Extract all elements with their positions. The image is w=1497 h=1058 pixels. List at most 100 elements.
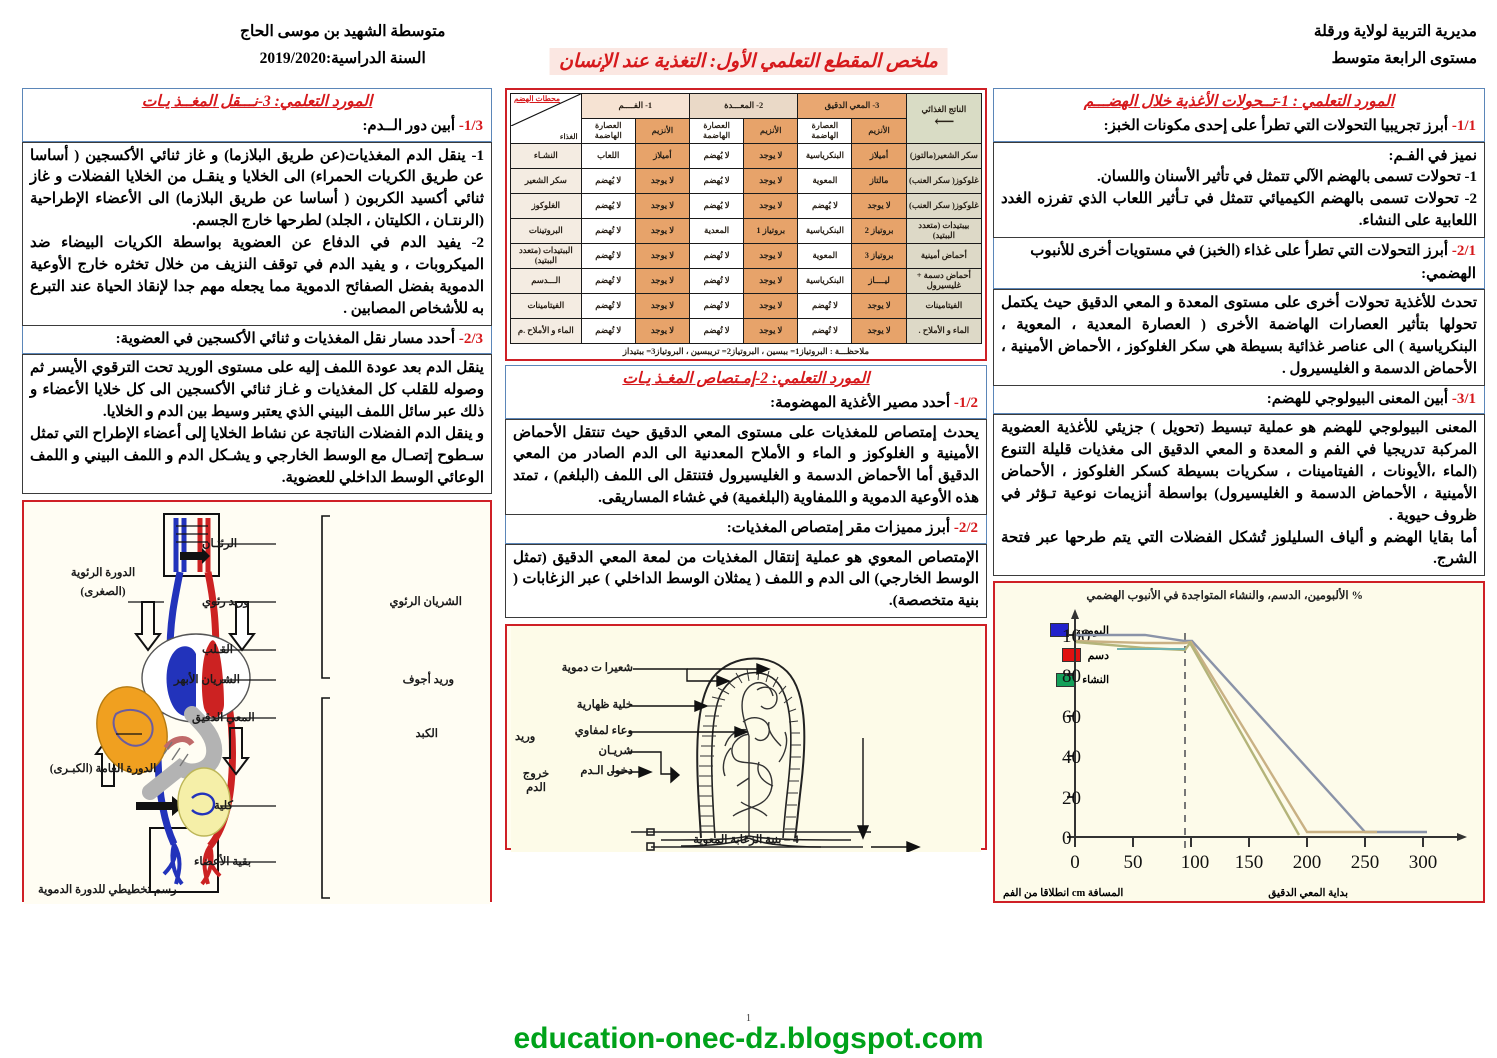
cell-enzyme-stomach: لا يوجد	[743, 268, 799, 294]
answer-line: 1- ينقل الدم المغذيات(عن طريق البلازما) …	[30, 147, 484, 230]
answer-line: 2- تحولات تسمى بالهضم الكيميائي تتمثل في…	[1001, 191, 1477, 230]
legend-label: البومين	[1076, 624, 1109, 637]
th-result: الناتج الغذائي ⟵	[905, 93, 983, 144]
q-number: 2/3-	[458, 330, 483, 347]
th-juice-intestine: العصارة الهاضمة	[797, 118, 853, 144]
answer-line: نميز في الفـم:	[1388, 147, 1477, 164]
resource2-answer-2: الإمتصاص المعوي هو عملية إنتقال المغذيات…	[505, 543, 987, 619]
cell-juice-intestine: لا يُهضم	[797, 193, 853, 219]
resource1-q3-panel: 3/1- أبين المعنى البيولوجي للهضم:	[993, 385, 1485, 415]
school-year-text: السنة الدراسية:2019/2020	[259, 50, 426, 68]
chart-plot: 100 80 60 40 20 0 0 50 100 150	[1062, 609, 1467, 873]
answer-line: المعنى البيولوجي للهضم هو عملية تبسيط (ت…	[1001, 420, 1477, 524]
resource1-answer-2: تحدث للأغذية تحولات أخرى على مستوى المعد…	[993, 289, 1485, 386]
q-text: أبرز التحولات التي تطرأ على غذاء (الخبز)…	[1030, 243, 1476, 282]
svg-text:300: 300	[1409, 852, 1438, 873]
q-text: أبرز مميزات مقر إمتصاص المغذيات:	[726, 520, 951, 537]
cell-result: الفيتامينات	[905, 293, 983, 319]
cell-juice-intestine: المعوية	[797, 243, 853, 269]
th-juice-mouth: العصارة الهاضمة	[580, 118, 636, 144]
cell-juice-intestine: لا تُهضم	[797, 318, 853, 344]
cell-result: أحماض أمينية	[905, 243, 983, 269]
column-resource-3: المورد التعلمي: 3-نـــقل المغــذ يـات 1/…	[22, 88, 492, 905]
q-text: أبين دور الــدم:	[362, 118, 456, 134]
cell-food: سكر الشعير	[510, 168, 582, 194]
digestion-table: الناتج الغذائي ⟵ 3- المعي الدقيق 2- المع…	[510, 93, 983, 344]
legend-item-albumin: البومين	[1050, 623, 1109, 638]
page-title: ملخص المقطع التعلمي الأول: التغذية عند ا…	[549, 48, 948, 75]
table-header-groups: الناتج الغذائي ⟵ 3- المعي الدقيق 2- المع…	[510, 93, 983, 144]
cell-juice-stomach: لا تُهضم	[689, 243, 745, 269]
column-resource-2: الناتج الغذائي ⟵ 3- المعي الدقيق 2- المع…	[505, 88, 987, 857]
cell-result: الماء و الأملاح .	[905, 318, 983, 344]
cell-enzyme-stomach: لا يوجد	[743, 143, 799, 169]
circ-label-systemic-circuit: الدورة العامة (الكبـرى)	[49, 763, 157, 776]
cell-food: الـــدسم	[510, 268, 582, 294]
svg-text:50: 50	[1124, 852, 1143, 873]
table-header-subs: الأنزيم العصارة الهاضمة الأنزيم العصارة …	[511, 118, 982, 144]
resource3-answer-2: ينقل الدم بعد عودة اللمف إليه على مستوى …	[22, 354, 492, 495]
table-row: غلوكوز( سكر العنب) مالتاز المعوية لا يوجد لا…	[510, 168, 983, 194]
resource3-panel: المورد التعلمي: 3-نـــقل المغــذ يـات 1/…	[22, 88, 492, 142]
answer-line: أما بقايا الهضم و ألياف السليلوز تُشكل ا…	[1001, 529, 1477, 568]
level-text: مستوى الرابعة متوسط	[1331, 50, 1477, 68]
svg-text:40: 40	[1062, 747, 1081, 768]
table-row: الفيتامينات لا يوجد لا تُهضم لا يوجد لا تُهض…	[510, 293, 983, 319]
answer-line: و ينقل الدم الفضلات الناتجة عن نشاط الخل…	[30, 425, 484, 486]
resource1-answer-1: نميز في الفـم: 1- تحولات تسمى بالهضم الآ…	[993, 141, 1485, 239]
q-number: 1/2-	[953, 395, 978, 411]
chart-xlabel: المسافة cm انطلاقا من الفم	[1003, 888, 1124, 900]
th-result-arrow: ⟵	[934, 115, 954, 131]
column-resource-1: المورد التعلمي : 1-تــحولات الأغذية خلال…	[993, 88, 1485, 904]
q-text: أحدد مصير الأغذية المهضومة:	[770, 395, 951, 411]
chart-title: % الألبومين، الدسم، والنشاء المتواجدة في…	[1086, 588, 1363, 605]
cell-juice-stomach: لا تُهضم	[689, 293, 745, 319]
resource2-title: المورد التعلمي: 2-إمـتصاص المغـذ يـات	[622, 370, 870, 387]
circulation-diagram: الرئتـان وريد رئوي الشريان الرئوي القـلب…	[22, 500, 492, 905]
resource2-answer-1: يحدث إمتصاص للمغذيات على مستوى المعي الد…	[505, 418, 987, 516]
cell-food: الببتيدات (متعدد الببتيد)	[510, 243, 582, 269]
th-enzyme-stomach: الأنزيم	[743, 118, 799, 144]
circ-label-pulmonary-vein: وريد رئوي	[202, 596, 249, 609]
svg-text:80: 80	[1062, 666, 1081, 687]
q-number: 3/1-	[1451, 390, 1476, 407]
svg-text:60: 60	[1062, 707, 1081, 728]
resource1-panel: المورد التعلمي : 1-تــحولات الأغذية خلال…	[993, 88, 1485, 142]
cell-juice-mouth: لا تُهضم	[580, 268, 636, 294]
th-group-mouth: 1- الفــــم	[580, 93, 691, 119]
cell-juice-mouth: لا تُهضم	[580, 243, 636, 269]
table-row: غلوكوز( سكر العنب) لا يوجد لا يُهضم لا يوجد…	[510, 193, 983, 219]
legend-item-starch: النشاء	[1050, 673, 1109, 688]
th-result-label: الناتج الغذائي	[921, 105, 967, 115]
villus-label-blood-out: خروج الدم	[522, 768, 550, 795]
legend-label: دسم	[1087, 649, 1109, 662]
cell-enzyme-intestine: لا يوجد	[851, 293, 907, 319]
cell-juice-mouth: لا تُهضم	[580, 318, 636, 344]
svg-text:20: 20	[1062, 788, 1081, 809]
circ-label-lungs: الرئتـان	[202, 538, 238, 551]
answer-line: ينقل الدم بعد عودة اللمف إليه على مستوى …	[30, 360, 484, 420]
cell-food: النشـاء	[510, 143, 582, 169]
cell-food: الغلوكوز	[510, 193, 582, 219]
cell-food: البروتينات	[510, 218, 582, 244]
circ-label-heart: القـلب	[202, 644, 233, 657]
cell-enzyme-stomach: لا يوجد	[743, 293, 799, 319]
table-row: سكر الشعير(مالتوز) أميلاز البنكرياسية لا يو…	[510, 143, 983, 169]
cell-juice-intestine: المعوية	[797, 168, 853, 194]
cell-juice-intestine: البنكرياسية	[797, 218, 853, 244]
th-enzyme-mouth: الأنزيم	[634, 118, 691, 144]
villus-label-artery: شريـان	[598, 745, 634, 758]
cell-food: الفيتامينات	[510, 293, 582, 319]
svg-text:0: 0	[1070, 852, 1080, 873]
page-header: مديرية التربية لولاية ورقلة مستوى الرابع…	[0, 0, 1497, 88]
resource2-q2-panel: 2/2- أبرز مميزات مقر إمتصاص المغذيات:	[505, 515, 987, 544]
villus-label-epithelial: خلية ظهارية	[576, 699, 633, 712]
cell-juice-mouth: لا تُهضم	[580, 293, 636, 319]
q-text: أبرز تجريبيا التحولات التي تطرأ على إحدى…	[1103, 118, 1449, 134]
cell-enzyme-mouth: لا يوجد	[634, 268, 691, 294]
cell-juice-stomach: لا تُهضم	[689, 268, 745, 294]
header-left-block: متوسطة الشهيد بن موسى الحاج السنة الدراس…	[240, 18, 445, 72]
circ-label-pulmonary-artery: الشريان الرئوي	[389, 596, 462, 609]
page-number: 1	[746, 1013, 751, 1024]
digestion-table-body: سكر الشعير(مالتوز) أميلاز البنكرياسية لا يو…	[510, 143, 983, 344]
